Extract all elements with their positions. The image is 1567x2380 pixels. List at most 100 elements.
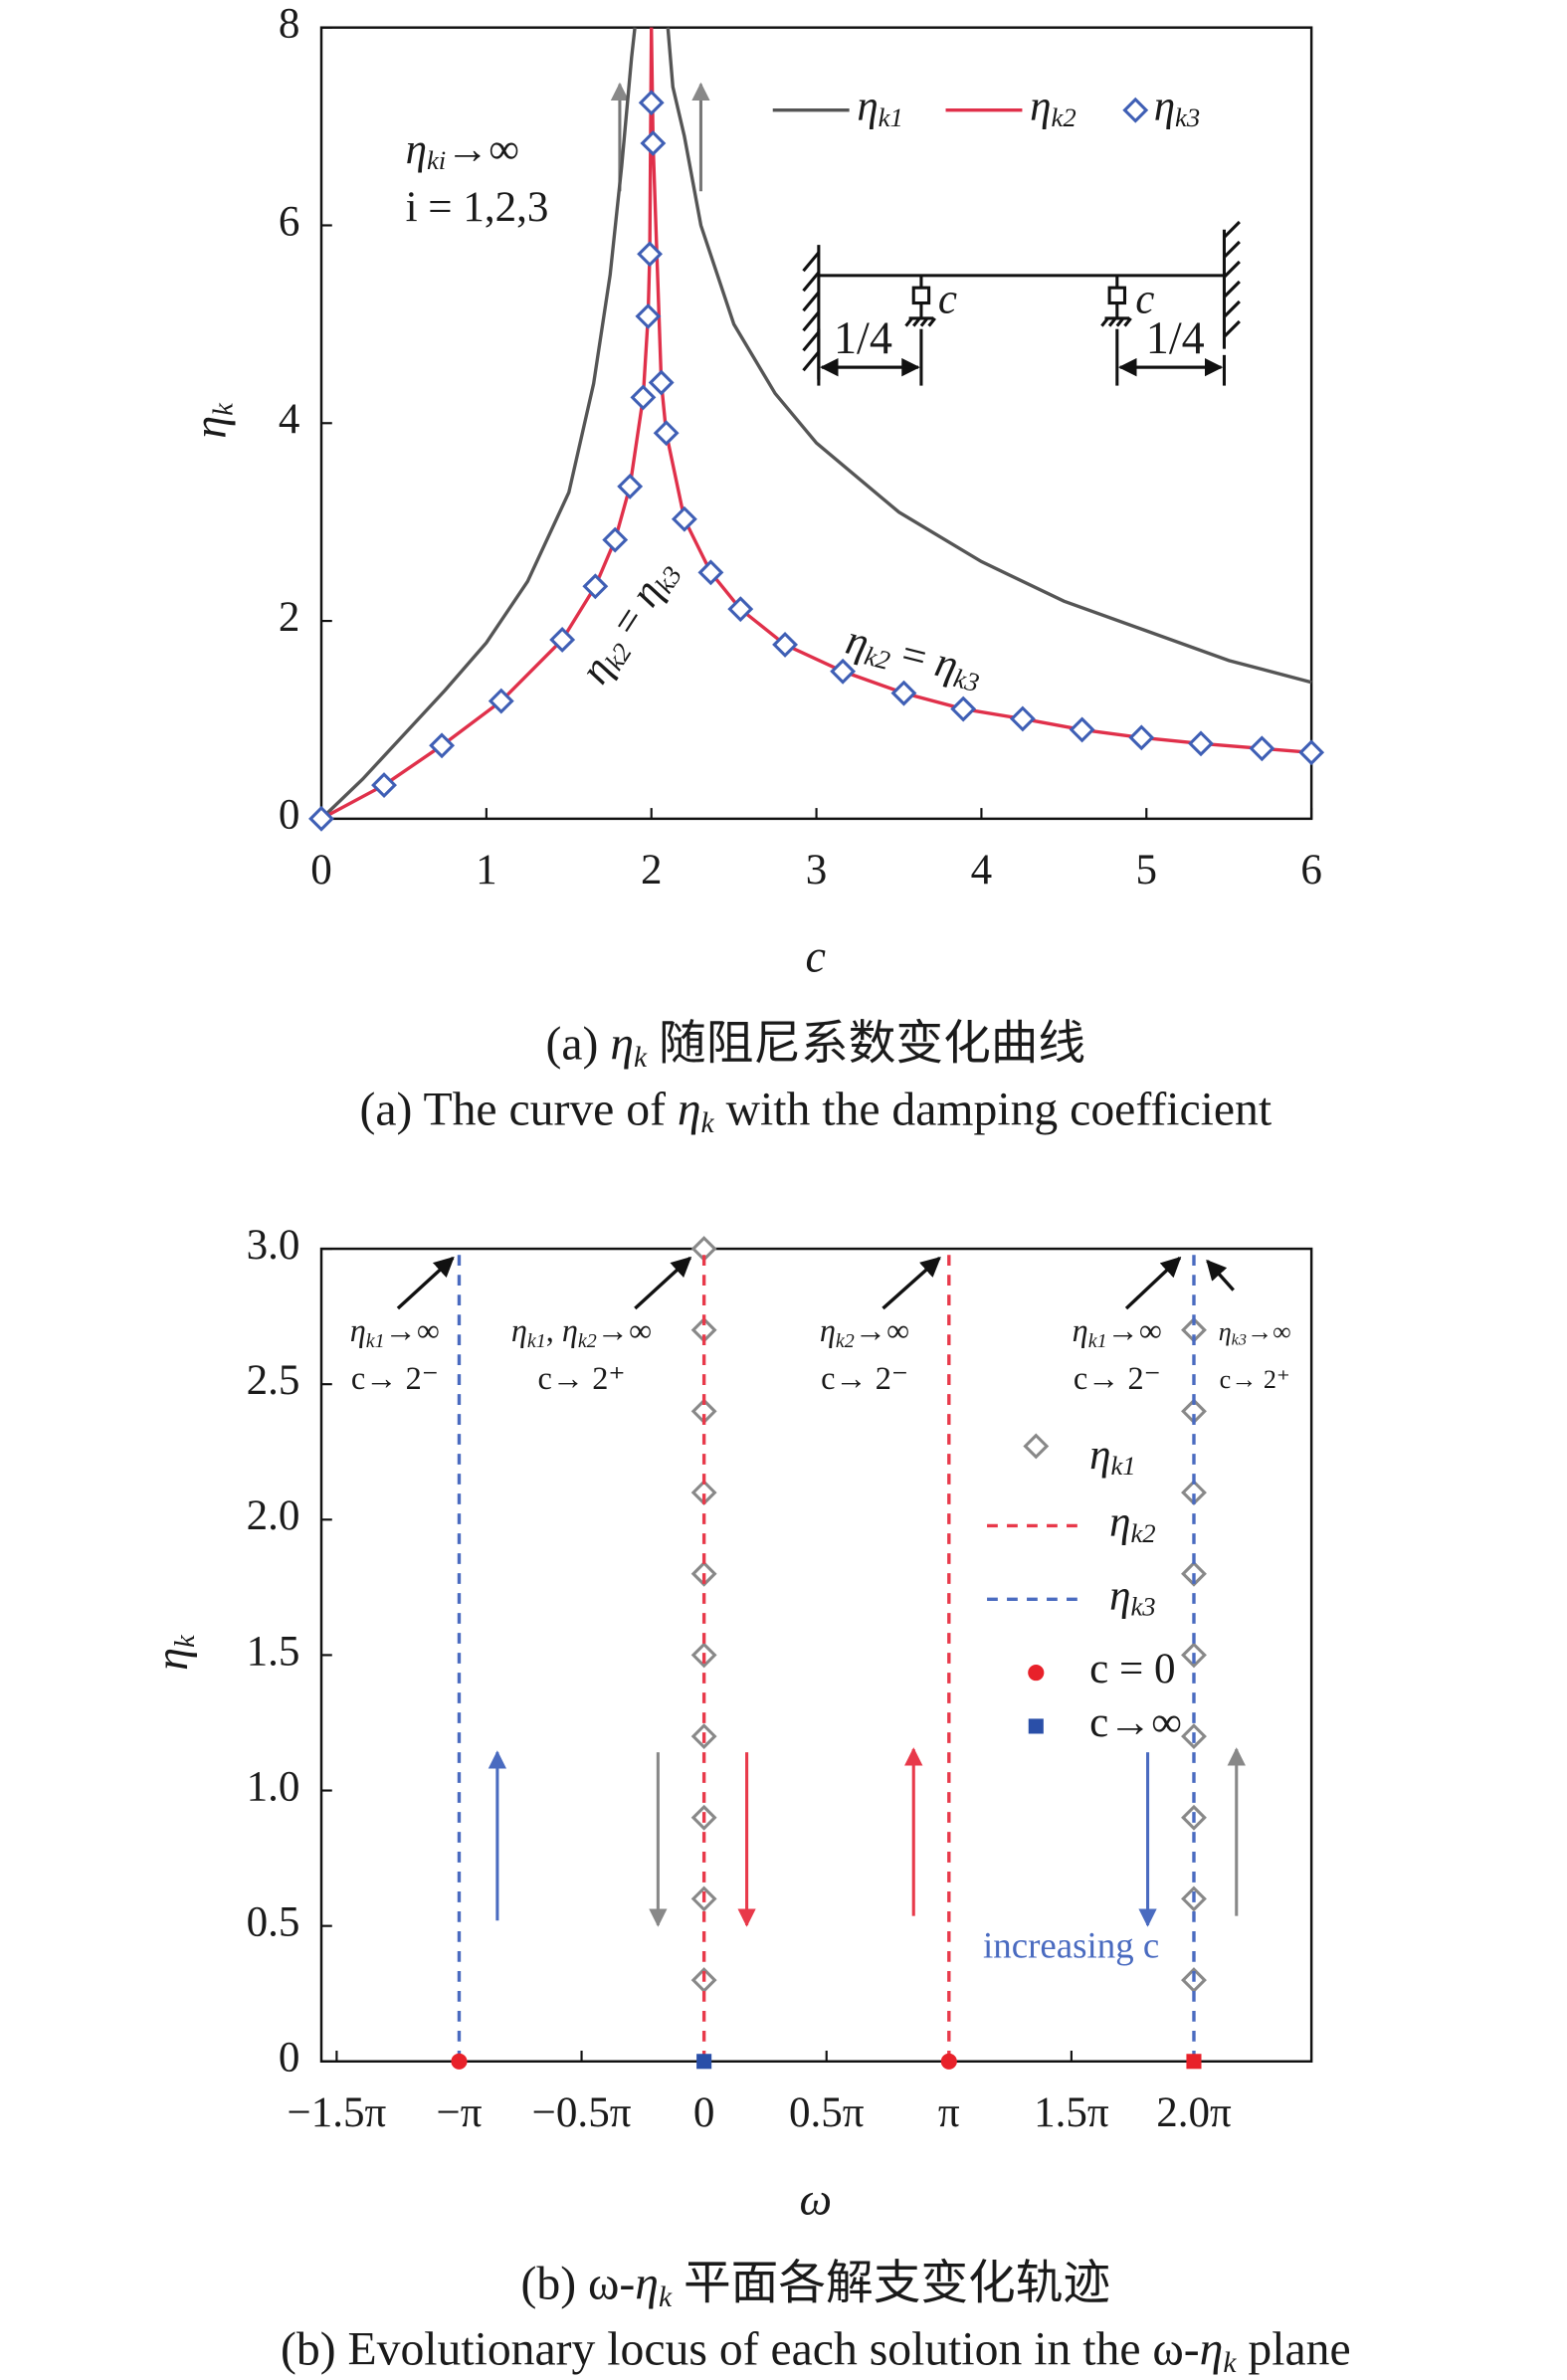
diamond-marker — [1122, 97, 1149, 123]
y-tick-label: 2.5 — [247, 1357, 300, 1404]
annotation: ηki→∞ — [406, 126, 519, 176]
diamond-marker — [488, 688, 514, 714]
annotation: c→ 2⁺ — [538, 1360, 626, 1396]
legend-label: ηk3 — [1109, 1572, 1156, 1622]
x-tick-label: 2 — [641, 847, 663, 893]
inset-label: c — [1135, 276, 1154, 322]
diamond-marker — [638, 90, 665, 116]
diamond-marker — [582, 573, 609, 600]
diamond-marker — [648, 369, 675, 396]
diamond-marker — [1023, 1433, 1050, 1460]
y-tick-label: 4 — [279, 396, 300, 443]
direction-arrows — [488, 1747, 1246, 1927]
y-tick-label: 2 — [279, 594, 300, 641]
legend-label: ηk2 — [1030, 84, 1077, 133]
circle-marker — [1028, 1665, 1045, 1682]
diamond-marker — [1249, 735, 1275, 762]
annotation: ηk3→∞ — [1219, 1317, 1291, 1348]
diamond-marker — [371, 772, 397, 799]
x-tick-label: π — [938, 2089, 960, 2136]
annotation: c→ 2⁻ — [821, 1360, 908, 1396]
x-axis-label: c — [806, 930, 826, 981]
annotation: i = 1,2,3 — [406, 184, 549, 231]
x-tick-label: −0.5π — [532, 2089, 632, 2136]
diamond-marker — [1188, 730, 1214, 757]
inset-label: 1/4 — [834, 312, 892, 363]
annotation: ηk1→∞ — [1073, 1313, 1162, 1352]
annotation: ηk1→∞ — [350, 1313, 440, 1352]
caption: (a) ηk 随阻尼系数变化曲线 — [546, 1019, 1086, 1074]
caption: (b) Evolutionary locus of each solution … — [281, 2323, 1351, 2378]
series-line — [320, 27, 1312, 821]
y-tick-label: 0 — [279, 2035, 300, 2082]
caption: (b) ω-ηk 平面各解支变化轨迹 — [521, 2258, 1111, 2312]
diamond-marker — [617, 473, 644, 499]
circle-marker — [451, 2053, 468, 2070]
inset-label: 1/4 — [1146, 312, 1205, 363]
diamond-marker — [640, 130, 667, 156]
series-line — [319, 27, 1312, 821]
x-tick-label: −π — [436, 2089, 482, 2136]
square-marker — [1028, 1718, 1044, 1734]
diamond-marker — [830, 658, 857, 685]
x-tick-label: 3 — [806, 847, 828, 893]
diamond-marker — [671, 505, 697, 532]
y-tick-label: 6 — [279, 198, 300, 245]
legend-label: c→∞ — [1089, 1699, 1182, 1746]
inset-label: c — [938, 276, 957, 322]
diamond-marker — [1128, 724, 1155, 751]
x-tick-label: 0.5π — [789, 2089, 865, 2136]
square-marker — [696, 2054, 712, 2070]
legend-label: ηk1 — [857, 84, 903, 133]
diamond-marker — [890, 680, 917, 706]
diamond-marker — [950, 695, 977, 722]
diamond-marker — [1069, 716, 1095, 743]
diamond-marker — [602, 526, 629, 553]
caption: (a) The curve of ηk with the damping coe… — [359, 1085, 1272, 1139]
diamond-marker — [308, 805, 334, 832]
series-line — [701, 1249, 951, 2062]
diamond-marker — [1009, 705, 1036, 732]
x-axis-label: ω — [800, 2173, 833, 2224]
diamond-marker — [772, 631, 798, 658]
annotation: increasing c — [983, 1925, 1159, 1966]
annotation: ηk2 = ηk3 — [571, 550, 687, 694]
x-tick-label: 4 — [971, 847, 993, 893]
y-tick-label: 0 — [279, 792, 300, 839]
diamond-marker — [727, 596, 754, 623]
annotation: ηk2 = ηk3 — [841, 617, 987, 698]
y-tick-label: 8 — [279, 1, 300, 48]
diamond-marker — [429, 732, 456, 759]
x-tick-label: 0 — [693, 2089, 715, 2136]
annotation: c→ 2⁻ — [1074, 1360, 1161, 1396]
y-tick-label: 1.5 — [247, 1628, 300, 1675]
legend-label: c = 0 — [1089, 1646, 1175, 1692]
x-tick-label: 2.0π — [1156, 2089, 1232, 2136]
annotation-arrows — [396, 1256, 1235, 1310]
diamond-marker — [549, 627, 576, 653]
diamond-marker — [637, 241, 663, 268]
x-tick-label: 1.5π — [1034, 2089, 1109, 2136]
y-axis-label: ηk — [184, 402, 239, 439]
annotation: ηk1, ηk2→∞ — [511, 1313, 652, 1352]
legend-label: ηk3 — [1154, 84, 1201, 133]
diamond-marker — [630, 384, 657, 411]
diamond-marker — [635, 302, 662, 329]
y-tick-label: 3.0 — [247, 1222, 300, 1269]
y-tick-label: 0.5 — [247, 1899, 300, 1946]
annotation: ηk2→∞ — [820, 1313, 909, 1352]
legend-label: ηk1 — [1089, 1432, 1136, 1482]
circle-marker — [940, 2053, 957, 2070]
series-line — [457, 1249, 1196, 2062]
diamond-marker — [1298, 739, 1325, 766]
beam-diagram — [802, 220, 1241, 386]
legend-label: ηk2 — [1109, 1498, 1156, 1548]
annotation: c→ 2⁻ — [351, 1360, 439, 1396]
y-tick-label: 1.0 — [247, 1763, 300, 1810]
x-tick-label: 5 — [1136, 847, 1158, 893]
y-axis-label: ηk — [145, 1634, 200, 1671]
x-tick-label: 0 — [310, 847, 332, 893]
x-tick-label: 1 — [476, 847, 497, 893]
diamond-marker — [697, 559, 724, 586]
